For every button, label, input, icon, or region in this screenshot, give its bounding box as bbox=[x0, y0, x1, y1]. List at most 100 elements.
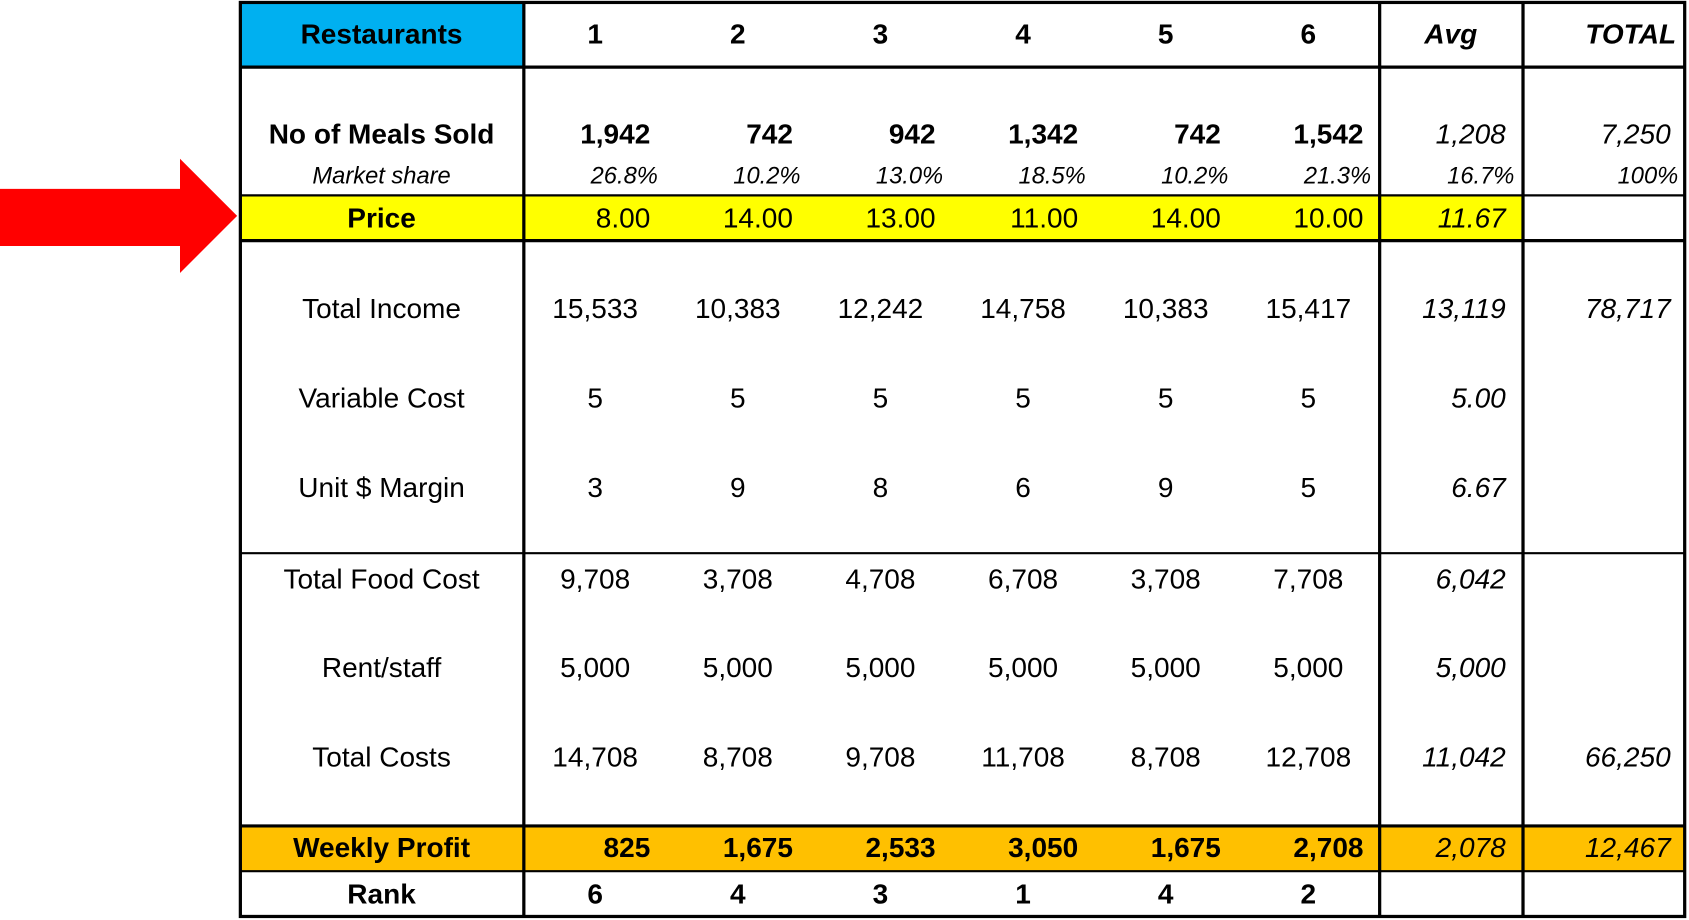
total-cell: 66,250 bbox=[1585, 742, 1671, 773]
cell: 9 bbox=[730, 472, 746, 503]
cell: 8,708 bbox=[1131, 742, 1201, 773]
cell: 9,708 bbox=[845, 742, 915, 773]
avg-cell: 5.00 bbox=[1451, 383, 1506, 414]
cell: 14.00 bbox=[1151, 203, 1221, 234]
cell: 1,542 bbox=[1293, 119, 1363, 150]
cell: 9 bbox=[1158, 472, 1174, 503]
cell: 6,708 bbox=[988, 564, 1058, 595]
cell: 5,000 bbox=[703, 652, 773, 683]
cell: 2,708 bbox=[1293, 832, 1363, 863]
cell: 4 bbox=[730, 878, 746, 909]
price-fill bbox=[240, 195, 1524, 240]
cell: 5,000 bbox=[988, 652, 1058, 683]
cell: 10,383 bbox=[1123, 293, 1209, 324]
cell: 1,675 bbox=[723, 832, 793, 863]
total-cell: 12,467 bbox=[1585, 832, 1672, 863]
header-cell: TOTAL bbox=[1585, 18, 1676, 49]
cell: 15,417 bbox=[1265, 293, 1351, 324]
cell: 8.00 bbox=[596, 203, 651, 234]
cell: 10.2% bbox=[1161, 163, 1228, 189]
cell: 21.3% bbox=[1303, 163, 1371, 189]
cell: 3 bbox=[587, 472, 603, 503]
cell: 10,383 bbox=[695, 293, 781, 324]
cell: 3,708 bbox=[703, 564, 773, 595]
red-arrow bbox=[0, 158, 238, 273]
cell: 5,000 bbox=[1131, 652, 1201, 683]
row-label: Variable Cost bbox=[299, 383, 465, 414]
cell: 13.00 bbox=[865, 203, 935, 234]
avg-cell: 13,119 bbox=[1422, 293, 1506, 324]
row-label: Market share bbox=[312, 163, 450, 189]
header-cell: 5 bbox=[1158, 18, 1174, 49]
header-cell: 1 bbox=[587, 18, 603, 49]
cell: 1,342 bbox=[1008, 119, 1078, 150]
cell: 5 bbox=[873, 383, 889, 414]
cell: 3 bbox=[873, 878, 889, 909]
cell: 3,708 bbox=[1131, 564, 1201, 595]
cell: 1,942 bbox=[580, 119, 650, 150]
cell: 6 bbox=[587, 878, 603, 909]
avg-cell: 16.7% bbox=[1447, 163, 1514, 189]
total-cell: 78,717 bbox=[1585, 293, 1672, 324]
cell: 10.00 bbox=[1293, 203, 1363, 234]
avg-cell: 1,208 bbox=[1436, 119, 1507, 150]
cell: 14,758 bbox=[980, 293, 1066, 324]
cell: 5,000 bbox=[1273, 652, 1343, 683]
cell: 12,242 bbox=[838, 293, 924, 324]
cell: 3,050 bbox=[1008, 832, 1078, 863]
avg-cell: 11,042 bbox=[1422, 742, 1506, 773]
row-label: Rank bbox=[347, 878, 416, 909]
header-cell: 4 bbox=[1015, 18, 1031, 49]
cell: 15,533 bbox=[552, 293, 638, 324]
avg-cell: 6,042 bbox=[1436, 564, 1507, 595]
cell: 742 bbox=[746, 119, 793, 150]
cell: 742 bbox=[1174, 119, 1221, 150]
cell: 1,675 bbox=[1151, 832, 1221, 863]
header-cell: 6 bbox=[1301, 18, 1317, 49]
cells: Restaurants 1 2 3 4 5 6 Avg TOTAL No of Meals Sol… bbox=[269, 18, 1679, 909]
avg-cell: 2,078 bbox=[1435, 832, 1507, 863]
cell: 2,533 bbox=[865, 832, 935, 863]
row-label: No of Meals Sold bbox=[269, 119, 495, 150]
row-label: Weekly Profit bbox=[293, 832, 470, 863]
row-label: Rent/staff bbox=[322, 652, 442, 683]
avg-cell: 6.67 bbox=[1451, 472, 1507, 503]
row-label: Price bbox=[347, 203, 416, 234]
cell: 825 bbox=[604, 832, 651, 863]
cell: 4,708 bbox=[845, 564, 915, 595]
cell: 11.00 bbox=[1010, 203, 1078, 234]
avg-cell: 5,000 bbox=[1436, 652, 1507, 683]
header-cell: 2 bbox=[730, 18, 746, 49]
profit-fill bbox=[240, 825, 1685, 872]
header-cell: 3 bbox=[873, 18, 889, 49]
cell: 26.8% bbox=[590, 163, 658, 189]
total-cell: 100% bbox=[1618, 163, 1679, 189]
cell: 12,708 bbox=[1265, 742, 1351, 773]
grid bbox=[238, 0, 1687, 919]
row-label: Total Food Cost bbox=[283, 564, 479, 595]
cell: 5 bbox=[1015, 383, 1031, 414]
header-fill bbox=[240, 2, 524, 68]
cell: 10.2% bbox=[733, 163, 800, 189]
cell: 1 bbox=[1015, 878, 1031, 909]
total-cell: 7,250 bbox=[1601, 119, 1672, 150]
header-cell: Avg bbox=[1423, 18, 1477, 49]
cell: 5 bbox=[1158, 383, 1174, 414]
table-border bbox=[238, 0, 1687, 919]
row-label: Total Income bbox=[302, 293, 461, 324]
cell: 8,708 bbox=[703, 742, 773, 773]
cell: 942 bbox=[889, 119, 936, 150]
cell: 5 bbox=[1301, 472, 1317, 503]
header-cell: Restaurants bbox=[301, 18, 463, 49]
cell: 14.00 bbox=[723, 203, 793, 234]
cell: 5,000 bbox=[560, 652, 630, 683]
cell: 6 bbox=[1015, 472, 1031, 503]
cell: 2 bbox=[1301, 878, 1317, 909]
row-label: Total Costs bbox=[312, 742, 451, 773]
cell: 5,000 bbox=[845, 652, 915, 683]
avg-cell: 11.67 bbox=[1438, 203, 1507, 234]
cell: 8 bbox=[873, 472, 889, 503]
